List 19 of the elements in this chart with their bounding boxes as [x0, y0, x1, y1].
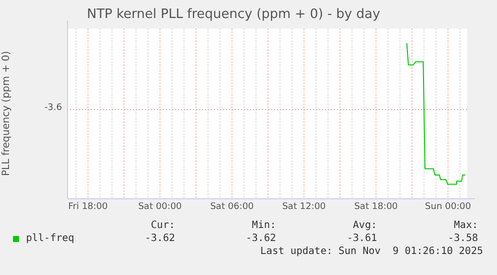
text: -3.62	[144, 233, 175, 244]
text: PLL frequency (ppm + 0)	[1, 50, 13, 176]
text: -3.58	[448, 233, 478, 244]
text: Last update: Sun Nov 9 01:26:10 2025	[260, 246, 483, 257]
x-tick-label: Sat 06:00	[210, 202, 254, 212]
x-tick-label: Sat 12:00	[282, 202, 326, 212]
text: -3.62	[246, 233, 276, 244]
text: Avg:	[352, 220, 377, 231]
legend-label: pll-freq	[26, 233, 74, 244]
text: -3.61	[346, 233, 377, 244]
text: Min:	[252, 220, 276, 231]
text: Cur:	[150, 220, 175, 231]
x-tick-label: Sun 00:00	[425, 202, 472, 212]
x-tick-label: Sat 18:00	[354, 202, 398, 212]
text: -3.6	[44, 103, 62, 113]
x-tick-label: Fri 18:00	[68, 202, 108, 212]
text: Max:	[454, 220, 478, 231]
chart-title: NTP kernel PLL frequency (ppm + 0) - by day	[86, 7, 380, 22]
x-tick-label: Sat 00:00	[138, 202, 182, 212]
